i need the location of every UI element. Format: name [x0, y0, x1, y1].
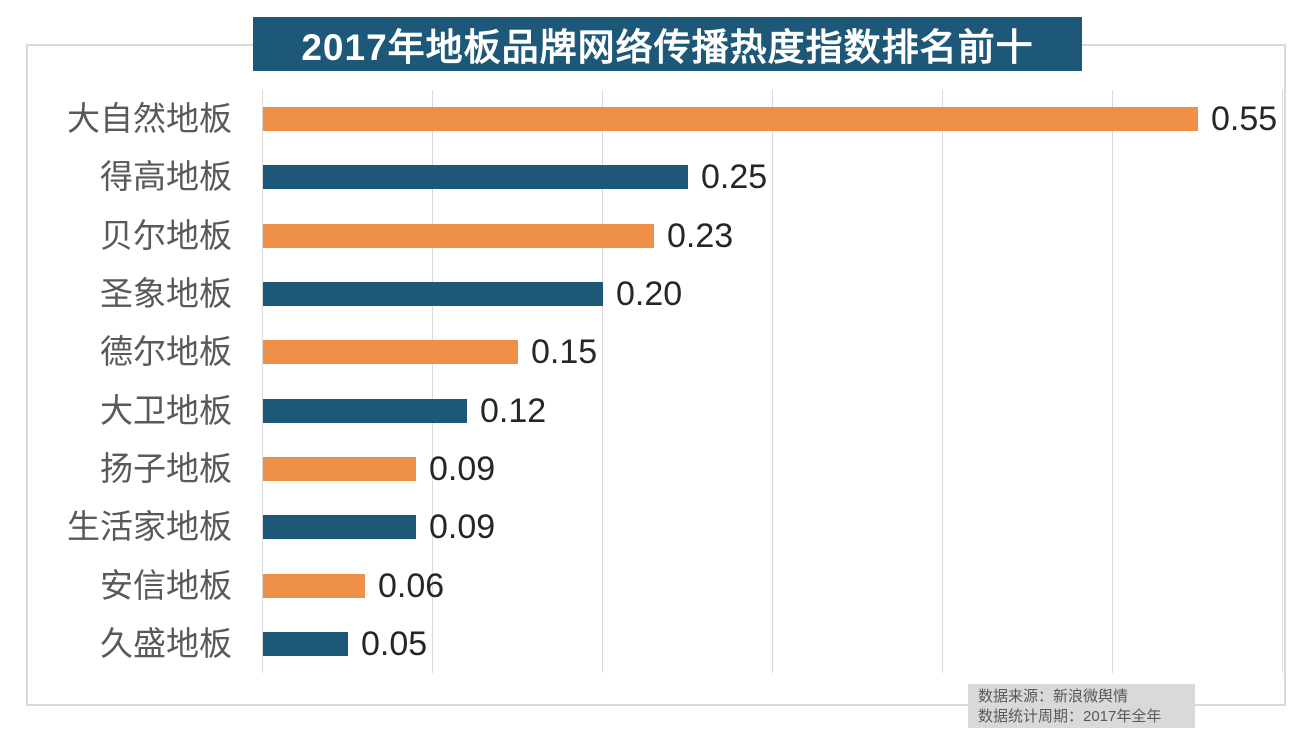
bar [263, 224, 654, 248]
bar [263, 399, 467, 423]
value-label: 0.55 [1211, 100, 1278, 138]
value-label: 0.15 [531, 333, 598, 371]
source-line-period: 数据统计周期：2017年全年 [978, 708, 1162, 725]
bar [263, 632, 348, 656]
category-label: 大卫地板 [100, 392, 232, 429]
gridline-x-0.0 [262, 90, 263, 673]
category-label: 贝尔地板 [100, 217, 232, 254]
bar [263, 107, 1198, 131]
category-label: 扬子地板 [100, 450, 232, 487]
value-label: 0.20 [616, 275, 683, 313]
gridline-x-0.3 [772, 90, 773, 673]
value-label: 0.06 [378, 567, 445, 605]
value-label: 0.09 [429, 508, 496, 546]
bar [263, 515, 416, 539]
category-label: 生活家地板 [67, 508, 232, 545]
source-line-datasource: 数据来源：新浪微舆情 [978, 688, 1129, 705]
gridline-x-0.4 [942, 90, 943, 673]
source-note: 数据来源：新浪微舆情 数据统计周期：2017年全年 [968, 684, 1195, 728]
bar [263, 282, 603, 306]
category-label: 久盛地板 [100, 625, 232, 662]
chart-title: 2017年地板品牌网络传播热度指数排名前十 [253, 17, 1082, 71]
category-label: 大自然地板 [67, 100, 232, 137]
value-label: 0.25 [701, 158, 768, 196]
bar [263, 574, 365, 598]
bar [263, 340, 518, 364]
gridline-x-0.1 [432, 90, 433, 673]
value-label: 0.05 [361, 625, 428, 663]
value-label: 0.23 [667, 217, 734, 255]
gridline-x-0.6 [1282, 90, 1283, 673]
category-label: 安信地板 [100, 567, 232, 604]
category-label: 得高地板 [100, 158, 232, 195]
gridline-x-0.2 [602, 90, 603, 673]
category-label: 圣象地板 [100, 275, 232, 312]
value-label: 0.09 [429, 450, 496, 488]
bar [263, 165, 688, 189]
value-label: 0.12 [480, 392, 547, 430]
gridline-x-0.5 [1112, 90, 1113, 673]
category-label: 德尔地板 [100, 333, 232, 370]
bar [263, 457, 416, 481]
